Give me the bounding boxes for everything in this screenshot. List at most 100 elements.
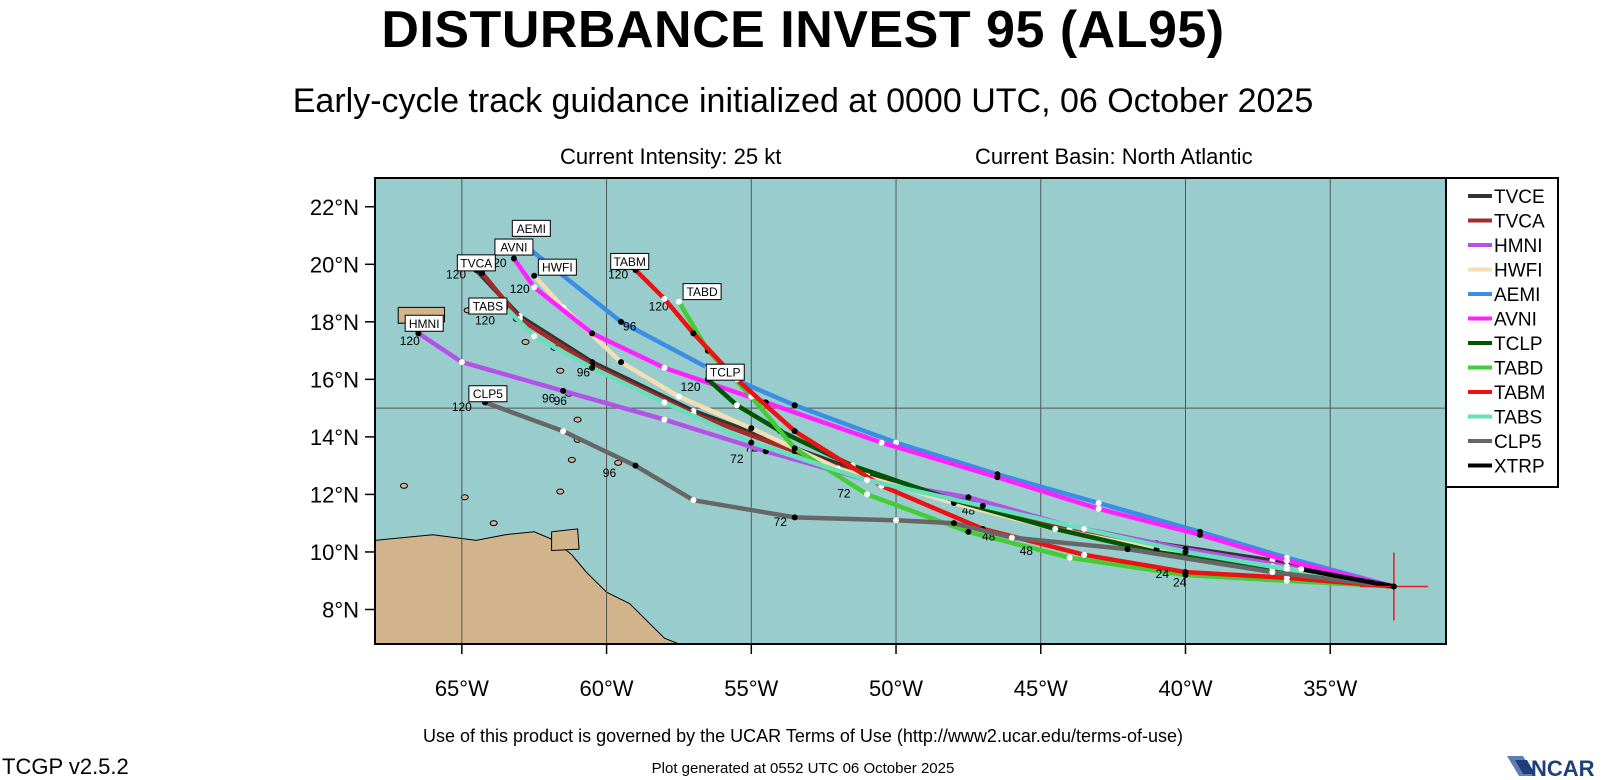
x-tick-label: 65°W — [435, 676, 489, 701]
track-point — [1269, 569, 1276, 576]
track-point — [965, 528, 972, 535]
legend-label: HMNI — [1494, 236, 1543, 257]
track-point — [878, 439, 885, 446]
track-point — [1095, 500, 1102, 507]
track-hour-label: 48 — [1020, 544, 1034, 558]
page-title: DISTURBANCE INVEST 95 (AL95) — [381, 1, 1225, 59]
legend-label: CLP5 — [1494, 432, 1542, 453]
model-tag-box — [537, 258, 577, 276]
track-hour-label: 24 — [1173, 575, 1187, 589]
x-tick-label: 50°W — [869, 676, 923, 701]
y-tick-label: 20°N — [310, 252, 359, 277]
x-tick-label: 55°W — [724, 676, 778, 701]
track-point — [675, 298, 682, 305]
plot-generated: Plot generated at 0552 UTC 06 October 20… — [651, 760, 955, 777]
track-point — [979, 502, 986, 509]
model-tag-text: TABM — [613, 255, 645, 269]
track-point — [415, 330, 422, 337]
page-subtitle: Early-cycle track guidance initialized a… — [292, 82, 1314, 120]
y-tick-label: 22°N — [310, 195, 359, 220]
land-island — [567, 456, 576, 463]
track-hour-label: 120 — [510, 282, 530, 296]
track-point — [994, 474, 1001, 481]
track-point — [1124, 546, 1131, 553]
storm-center — [1390, 583, 1397, 590]
model-tag-text: TVCA — [460, 256, 492, 270]
land-island — [521, 338, 530, 345]
track-point — [458, 359, 465, 366]
track-point — [1283, 566, 1290, 573]
land-island — [614, 459, 623, 466]
track-tabm: 24 48 96 120 — [608, 267, 1397, 589]
track-hour-label: 72 — [730, 452, 744, 466]
track-hour-label: 120 — [452, 400, 472, 414]
land-trinidad — [551, 528, 580, 552]
y-tick-label: 18°N — [310, 310, 359, 335]
track-tabs: 96 120 — [475, 304, 1397, 589]
land-island — [366, 486, 373, 491]
model-tag-text: AEMI — [517, 222, 546, 236]
model-tag-text: CLP5 — [473, 387, 503, 401]
current-intensity: Current Intensity: 25 kt — [560, 144, 782, 169]
legend-label: TVCE — [1494, 187, 1545, 208]
track-hour-label: 120 — [649, 299, 669, 313]
track-hour-label: 96 — [577, 365, 591, 379]
track-point — [864, 477, 871, 484]
track-hour-label: 120 — [400, 334, 420, 348]
track-point — [661, 399, 668, 406]
plot-area: 2448729612072961201201201201202448721202… — [366, 178, 1446, 644]
track-hour-label: 120 — [608, 268, 628, 282]
track-point — [1283, 574, 1290, 581]
track-point — [965, 494, 972, 501]
track-point — [1182, 569, 1189, 576]
track-point — [1298, 566, 1305, 573]
track-hour-label: 72 — [837, 486, 851, 500]
track-point — [1196, 531, 1203, 538]
model-tag-box — [610, 252, 650, 270]
model-tag-text: HMNI — [409, 317, 440, 331]
legend-label: AVNI — [1494, 310, 1537, 331]
model-tag-box — [494, 238, 534, 256]
track-point — [733, 402, 740, 409]
track-point — [632, 462, 639, 469]
track-map: 2448729612072961201201201201202448721202… — [310, 177, 1559, 701]
terms-of-use: Use of this product is governed by the U… — [423, 726, 1183, 746]
land-island — [556, 367, 565, 374]
model-tag-box — [456, 254, 496, 272]
model-tag-box — [468, 385, 508, 403]
track-point — [1081, 525, 1088, 532]
track-clp5: 72 96 120 — [452, 399, 1397, 589]
track-point — [1283, 557, 1290, 564]
track-xtrp — [1298, 566, 1397, 589]
legend-label: TVCA — [1494, 212, 1545, 233]
track-point — [510, 255, 517, 262]
x-tick-label: 40°W — [1158, 676, 1212, 701]
y-tick-label: 14°N — [310, 425, 359, 450]
legend-label: TCLP — [1494, 334, 1543, 355]
track-hour-label: 96 — [603, 466, 617, 480]
track-point — [531, 333, 538, 340]
track-point — [675, 393, 682, 400]
legend: TVCE TVCA HMNI HWFI AEMI AVNI TCLP TABD TABM TABS… — [1445, 177, 1559, 488]
track-point — [893, 517, 900, 524]
track-hour-label: 96 — [554, 394, 568, 408]
track-point — [1008, 534, 1015, 541]
x-tick-label: 45°W — [1014, 676, 1068, 701]
x-tick-label: 35°W — [1303, 676, 1357, 701]
y-tick-label: 10°N — [310, 540, 359, 565]
version-label: TCGP v2.5.2 — [2, 754, 129, 779]
legend-label: XTRP — [1494, 457, 1545, 478]
model-tag-box — [682, 283, 722, 301]
track-point — [661, 416, 668, 423]
track-point — [748, 439, 755, 446]
track-point — [1081, 551, 1088, 558]
y-tick-label: 16°N — [310, 367, 359, 392]
model-tag-box — [705, 363, 745, 381]
track-point — [791, 445, 798, 452]
track-hour-label: 96 — [623, 319, 637, 333]
track-point — [1182, 548, 1189, 555]
model-tag-text: HWFI — [542, 261, 573, 275]
land-island — [460, 494, 469, 501]
model-tag-text: AVNI — [500, 241, 527, 255]
track-point — [690, 330, 697, 337]
